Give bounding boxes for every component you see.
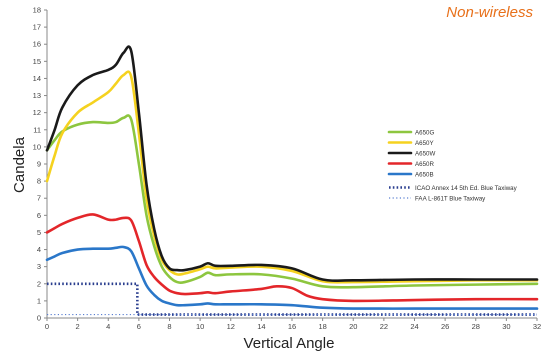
x-tick-label: 6: [137, 322, 141, 331]
y-tick-label: 17: [33, 23, 41, 32]
y-tick-label: 5: [37, 228, 41, 237]
x-tick-label: 8: [167, 322, 171, 331]
x-tick-label: 2: [76, 322, 80, 331]
y-tick-label: 9: [37, 160, 41, 169]
series-line-a650w: [45, 45, 539, 282]
legend-label: A650Y: [415, 140, 434, 147]
y-tick-label: 15: [33, 57, 41, 66]
y-tick-label: 10: [33, 142, 41, 151]
y-tick-label: 11: [33, 125, 41, 134]
series-line-a650g: [45, 114, 539, 289]
y-axis-label: Candela: [11, 136, 28, 193]
legend-label: A650R: [415, 161, 434, 168]
y-tick-label: 7: [37, 194, 41, 203]
series-layer: [45, 45, 539, 316]
legend-label: ICAO Annex 14 5th Ed. Blue Taxiway: [415, 185, 518, 192]
x-axis-label: Vertical Angle: [244, 335, 335, 352]
x-tick-label: 12: [227, 322, 235, 331]
corner-label: Non-wireless: [446, 4, 533, 21]
y-tick-label: 3: [37, 262, 41, 271]
x-tick-label: 32: [533, 322, 541, 331]
x-tick-label: 30: [502, 322, 510, 331]
x-tick-label: 16: [288, 322, 296, 331]
y-tick-label: 2: [37, 279, 41, 288]
x-tick-label: 4: [106, 322, 110, 331]
legend-label: A650B: [415, 172, 434, 179]
x-tick-label: 18: [318, 322, 326, 331]
y-tick-label: 0: [37, 314, 41, 323]
y-tick-label: 16: [33, 40, 41, 49]
y-tick-label: 6: [37, 211, 41, 220]
x-tick-label: 14: [257, 322, 265, 331]
y-tick-label: 8: [37, 177, 41, 186]
y-tick-label: 14: [33, 74, 41, 83]
legend-label: A650G: [415, 130, 434, 137]
x-tick-label: 22: [380, 322, 388, 331]
x-tick-label: 0: [45, 322, 49, 331]
x-tick-label: 24: [410, 322, 418, 331]
y-tick-label: 1: [37, 296, 41, 305]
x-tick-label: 28: [472, 322, 480, 331]
legend: A650G A650Y A650W A650R A650B ICAO Annex 14 5…: [387, 130, 518, 203]
legend-label: FAA L-861T Blue Taxiway: [415, 196, 486, 203]
x-tick-label: 20: [349, 322, 357, 331]
y-tick-label: 4: [37, 245, 41, 254]
legend-label: A650W: [415, 151, 435, 158]
series-line-a650b: [45, 245, 539, 310]
series-line-a650r: [45, 213, 539, 303]
series-line-a650y: [45, 70, 539, 284]
y-tick-label: 13: [33, 91, 41, 100]
y-tick-label: 12: [33, 108, 41, 117]
x-tick-label: 26: [441, 322, 449, 331]
x-tick-label: 10: [196, 322, 204, 331]
y-tick-label: 18: [33, 6, 41, 15]
